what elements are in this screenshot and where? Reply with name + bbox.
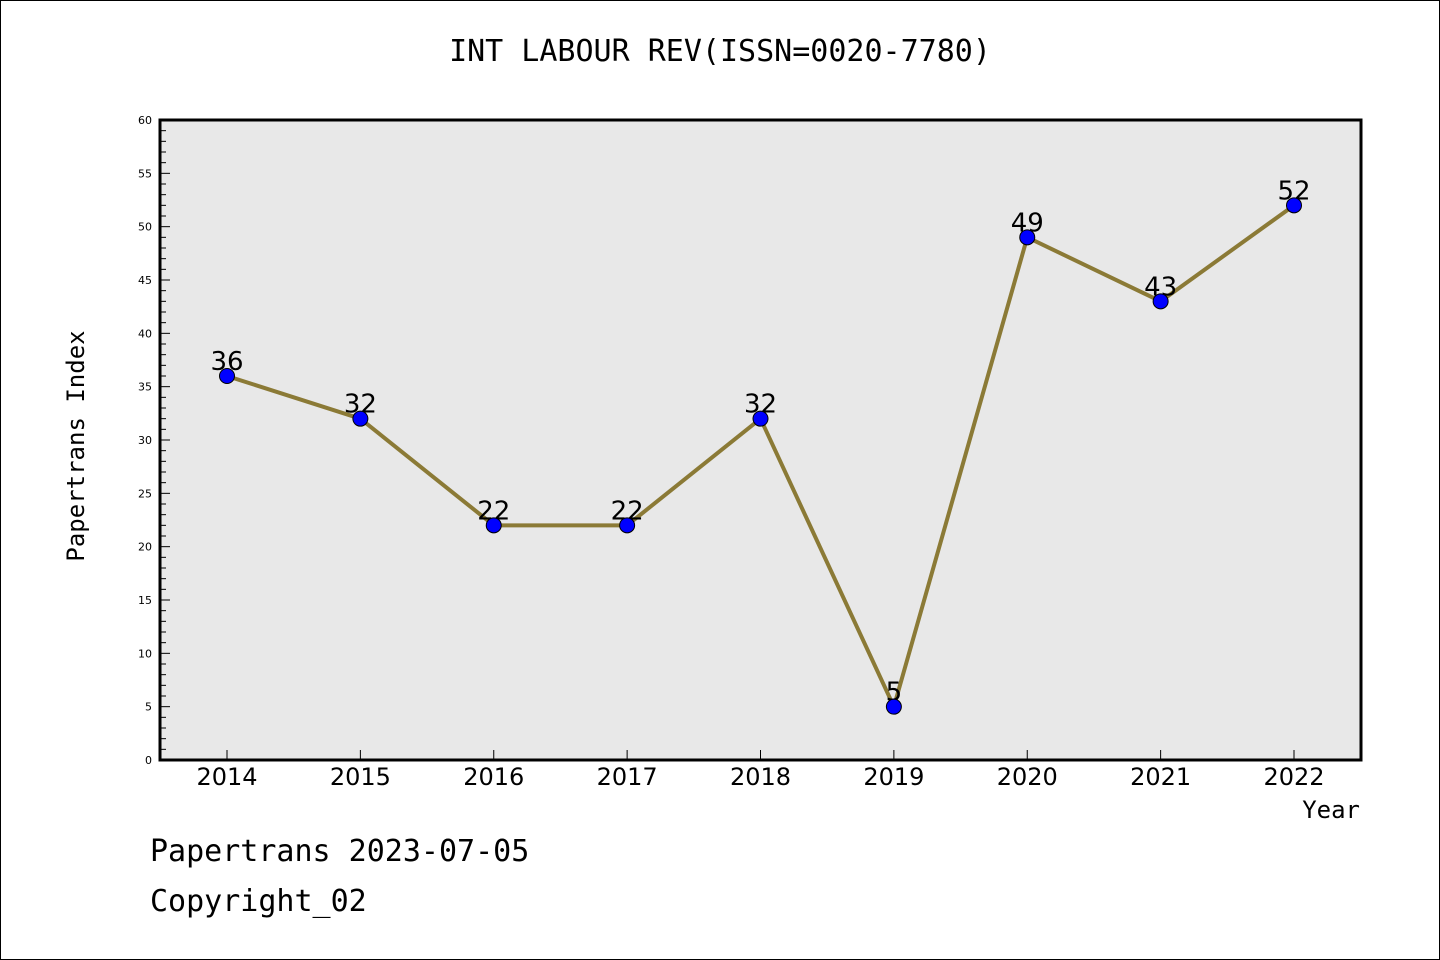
plot-border	[158, 118, 1363, 762]
plot-area	[160, 120, 1361, 760]
data-point	[619, 517, 636, 534]
footer-date: Papertrans 2023-07-05	[150, 834, 530, 869]
x-tick-label: 2016	[463, 763, 524, 791]
x-tick-label: 2017	[597, 763, 658, 791]
y-tick-label: 40	[138, 327, 152, 340]
x-tick-label: 2021	[1130, 763, 1191, 791]
y-tick-label: 50	[138, 221, 152, 234]
y-tick-label: 35	[138, 381, 152, 394]
y-tick-label: 30	[138, 434, 152, 447]
x-axis-label: Year	[1302, 796, 1360, 824]
y-tick-label: 25	[138, 487, 152, 500]
data-point	[885, 698, 902, 715]
x-tick-label: 2018	[730, 763, 791, 791]
y-tick-label: 0	[145, 754, 152, 767]
x-tick-label: 2015	[330, 763, 391, 791]
y-tick-label: 45	[138, 274, 152, 287]
y-tick-label: 55	[138, 167, 152, 180]
y-axis: 0 5 10 15 20 25 30 35 40 45 50 55 60	[138, 114, 170, 767]
y-tick-label: 15	[138, 594, 152, 607]
x-axis: 2014 2015 2016 2017 2018 2019 2020 2021 2022	[196, 750, 1325, 791]
y-tick-label: 10	[138, 647, 152, 660]
data-point	[219, 368, 235, 384]
data-point	[1019, 229, 1036, 246]
x-tick-label: 2019	[863, 763, 924, 791]
data-point	[1152, 293, 1169, 310]
x-tick-label: 2014	[196, 763, 257, 791]
x-tick-label: 2022	[1263, 763, 1324, 791]
data-point	[352, 410, 369, 427]
y-tick-label: 20	[138, 541, 152, 554]
y-tick-label: 5	[145, 701, 152, 714]
footer-copyright: Copyright_02	[150, 884, 367, 919]
data-point	[752, 410, 769, 427]
y-tick-label: 60	[138, 114, 152, 127]
data-point	[485, 517, 502, 534]
chart-title: INT LABOUR REV(ISSN=0020-7780)	[449, 34, 991, 69]
x-tick-label: 2020	[997, 763, 1058, 791]
data-point	[1286, 197, 1302, 214]
